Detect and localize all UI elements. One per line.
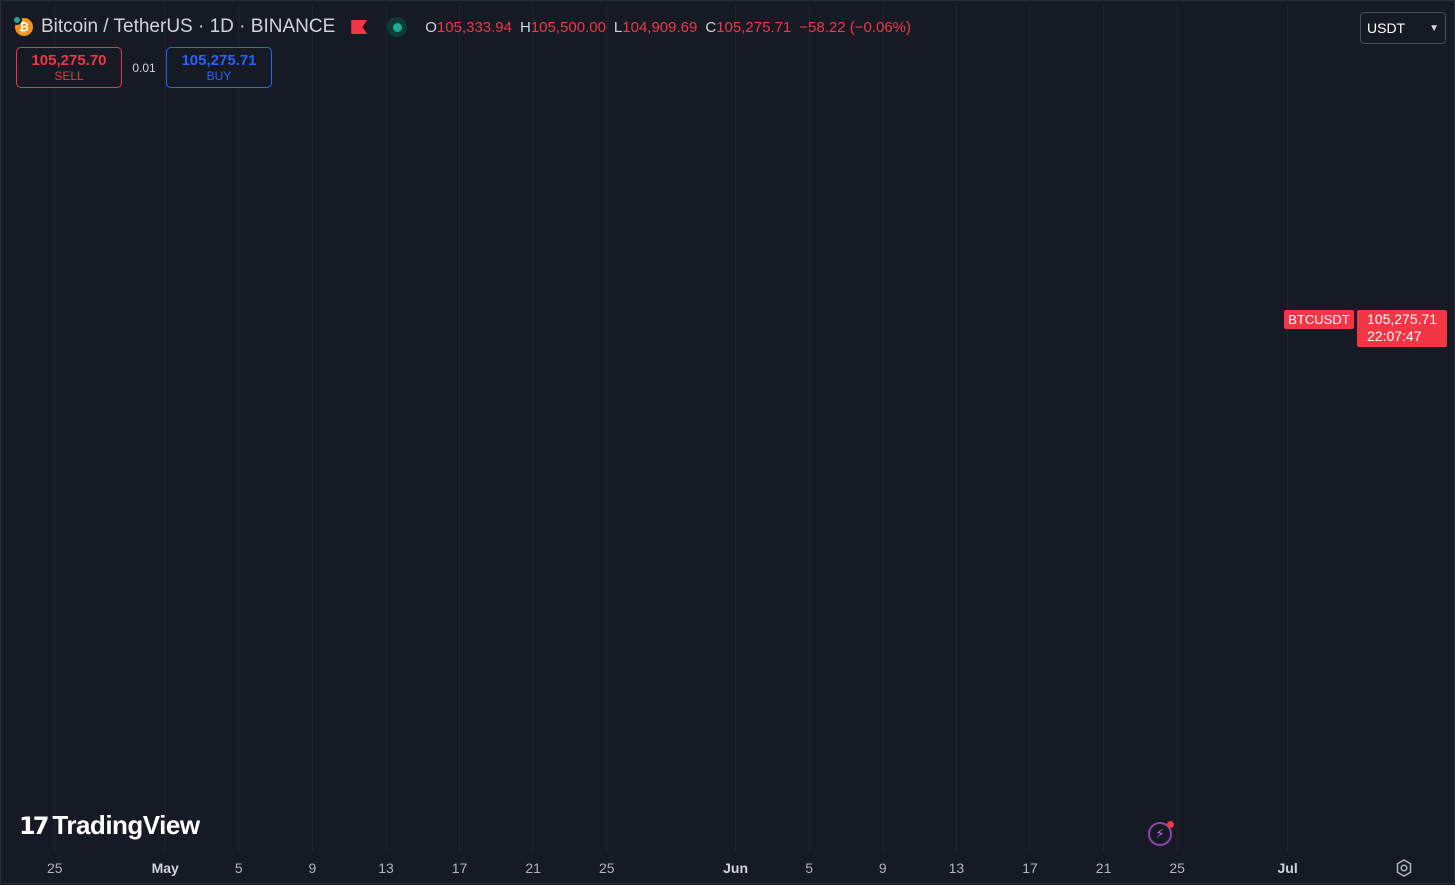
time-tick-label: 17 [1022, 860, 1038, 876]
logo-text: TradingView [52, 810, 200, 840]
low-label: L [613, 18, 623, 36]
market-status-icon[interactable] [387, 17, 408, 37]
time-tick-label: 21 [525, 860, 541, 876]
time-tick-label: 25 [1169, 860, 1185, 876]
sell-button[interactable]: 105,275.70 SELL [16, 47, 122, 88]
buy-label: BUY [206, 69, 232, 83]
currency-value: USDT [1367, 20, 1406, 36]
currency-select[interactable]: USDT ▼ [1360, 12, 1446, 44]
ohlc-values: O105,333.94 H105,500.00 L104,909.69 C105… [425, 19, 911, 36]
bar-countdown: 22:07:47 [1367, 328, 1422, 344]
time-tick-label: 5 [805, 860, 814, 876]
symbol-legend: ₿ Bitcoin / TetherUS · 1D · BINANCE O105… [12, 13, 911, 41]
open-label: O [425, 18, 437, 36]
open-value: 105,333.94 [436, 18, 512, 36]
time-tick-label: 9 [878, 860, 887, 876]
trade-panel: 105,275.70 SELL 0.01 105,275.71 BUY [16, 47, 272, 88]
flag-icon[interactable] [351, 20, 368, 34]
time-tick-label: 5 [234, 860, 243, 876]
time-tick-label: 9 [308, 860, 317, 876]
tradingview-logo[interactable]: 17 TradingView [19, 810, 200, 841]
buy-price: 105,275.71 [181, 52, 257, 69]
last-price-tag: 105,275.71 22:07:47 [1357, 310, 1447, 347]
gear-icon[interactable] [1395, 859, 1413, 877]
close-label: C [705, 18, 717, 36]
time-tick-label: Jul [1277, 860, 1298, 876]
low-value: 104,909.69 [622, 18, 698, 36]
sell-label: SELL [54, 69, 84, 83]
spread-value: 0.01 [132, 60, 156, 75]
symbol-price-tag: BTCUSDT [1284, 310, 1354, 329]
change-value: −58.22 (−0.06%) [799, 18, 912, 36]
bitcoin-icon: ₿ [12, 15, 33, 36]
last-price-value: 105,275.71 [1367, 311, 1438, 327]
lightning-icon[interactable]: ⚡ [1148, 821, 1174, 846]
time-tick-label: 25 [599, 860, 615, 876]
time-tick-label: Jun [723, 860, 749, 876]
time-tick-label: 25 [47, 860, 63, 876]
sell-price: 105,275.70 [31, 52, 107, 69]
symbol-title[interactable]: Bitcoin / TetherUS · 1D · BINANCE [41, 16, 336, 37]
close-value: 105,275.71 [716, 18, 792, 36]
time-tick-label: 21 [1095, 860, 1112, 876]
time-tick-label: May [151, 860, 179, 876]
time-tick-label: 13 [948, 860, 965, 876]
chevron-down-icon: ▼ [1429, 22, 1439, 34]
time-tick-label: 17 [451, 860, 468, 876]
chart-grid [54, 5, 1289, 851]
high-value: 105,500.00 [530, 18, 606, 36]
tradingview-icon: 17 [19, 811, 49, 840]
time-tick-label: 13 [378, 860, 394, 876]
high-label: H [520, 18, 531, 36]
buy-button[interactable]: 105,275.71 BUY [166, 47, 272, 88]
